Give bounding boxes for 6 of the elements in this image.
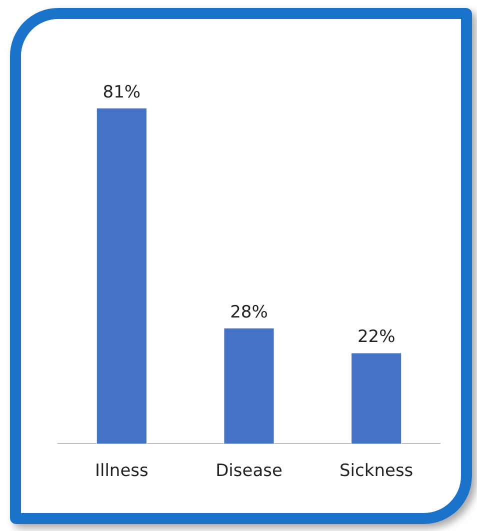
data-label: 81% (102, 82, 141, 102)
data-label: 28% (230, 302, 268, 322)
x-tick-label: Sickness (340, 461, 414, 482)
x-tick-label: Disease (216, 461, 282, 482)
data-label: 22% (357, 327, 396, 348)
x-tick-label: Illness (94, 461, 149, 482)
